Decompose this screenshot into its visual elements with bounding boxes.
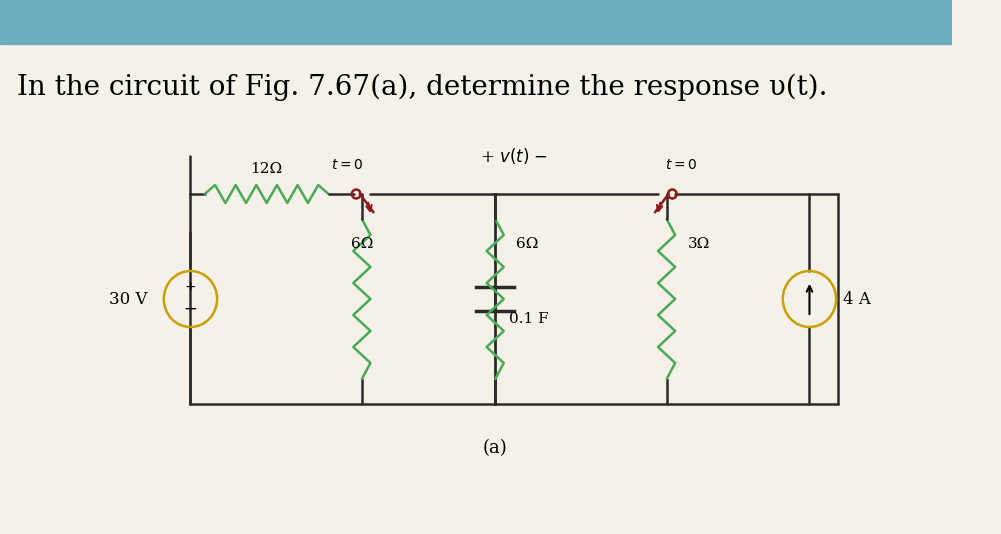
Text: 0.1 F: 0.1 F	[510, 312, 550, 326]
Text: 30 V: 30 V	[109, 290, 147, 308]
Text: In the circuit of Fig. 7.67(a), determine the response υ(t).: In the circuit of Fig. 7.67(a), determin…	[17, 74, 828, 101]
Text: 4 A: 4 A	[843, 290, 871, 308]
Text: −: −	[183, 300, 197, 318]
Text: + $v(t)$ −: + $v(t)$ −	[480, 146, 549, 166]
Text: $t=0$: $t=0$	[665, 158, 697, 172]
Text: +: +	[184, 280, 196, 294]
Text: 12Ω: 12Ω	[250, 162, 282, 176]
Text: (a): (a)	[482, 439, 508, 457]
Text: 6Ω: 6Ω	[517, 237, 539, 251]
Text: 3Ω: 3Ω	[688, 237, 710, 251]
Text: 6Ω: 6Ω	[350, 237, 373, 251]
Bar	[0, 0, 952, 44]
Text: $t=0$: $t=0$	[331, 158, 363, 172]
